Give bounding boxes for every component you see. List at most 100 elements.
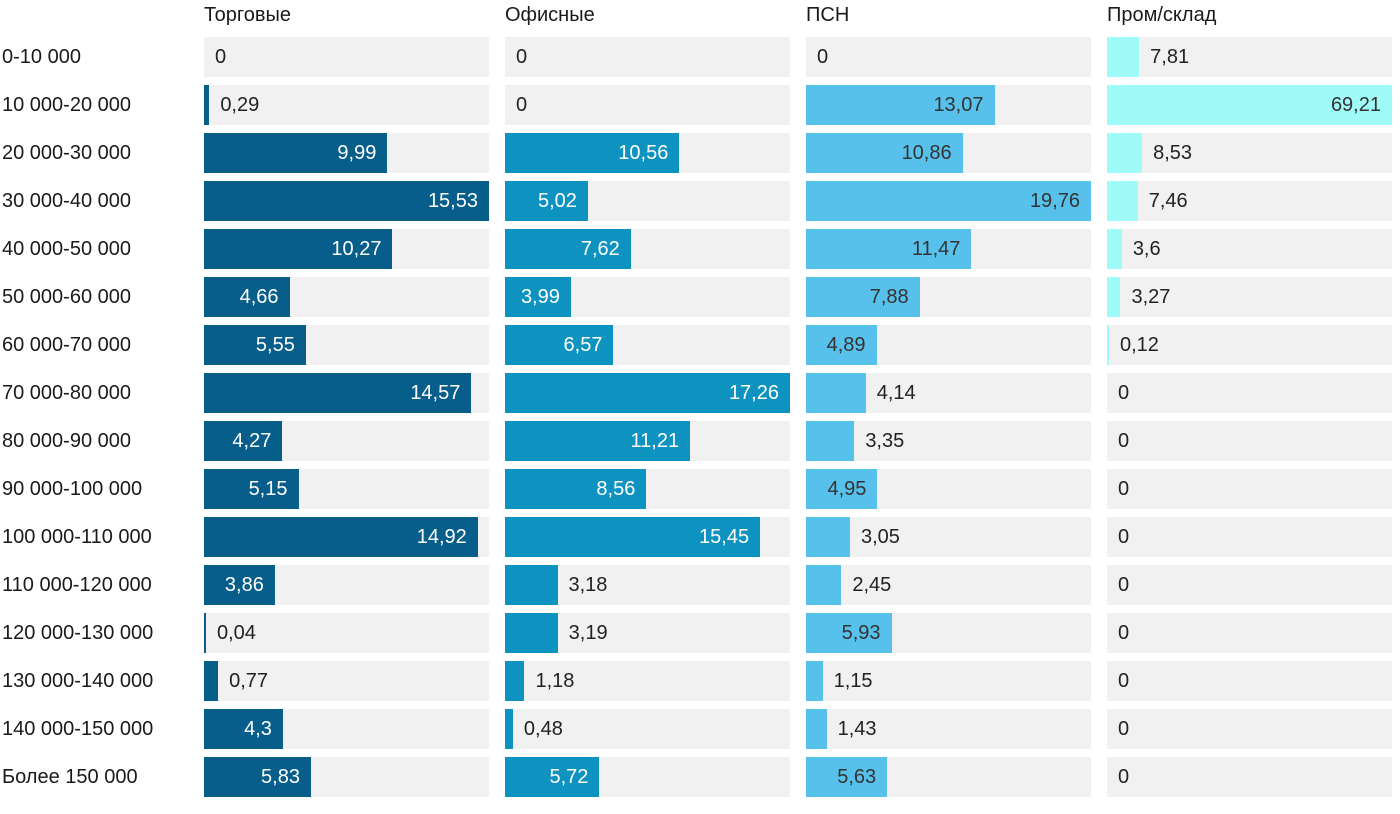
bar-value-label: 0 <box>1118 718 1130 740</box>
bar-track: 1,43 <box>806 709 1091 749</box>
bar-value-label: 0 <box>516 46 528 68</box>
bar-value-label: 6,57 <box>563 334 603 356</box>
bar-value-label: 5,83 <box>261 766 300 788</box>
bar-track: 9,99 <box>204 133 489 173</box>
bar-value-label: 3,86 <box>224 574 264 596</box>
bar-track: 17,26 <box>505 373 790 413</box>
bar-track: 8,53 <box>1107 133 1392 173</box>
chart-header-row: Торговые Офисные ПСН Пром/склад <box>2 3 1392 28</box>
row-label: 140 000-150 000 <box>2 717 154 740</box>
bar-track: 10,27 <box>204 229 489 269</box>
bar-track: 5,93 <box>806 613 1091 653</box>
bar: 11,47 <box>806 229 972 269</box>
bar-value-label: 4,3 <box>244 718 272 740</box>
bar-value-label: 0 <box>215 46 227 68</box>
row-label: 40 000-50 000 <box>2 237 132 260</box>
row-label: 90 000-100 000 <box>2 477 143 500</box>
bar-value-label: 13,07 <box>933 94 984 116</box>
bar-track: 0 <box>806 37 1091 77</box>
bar: 15,53 <box>204 181 489 221</box>
bar-track: 0 <box>1107 757 1392 797</box>
bar-value-label: 11,21 <box>630 430 680 452</box>
row-label: 0-10 000 <box>2 45 81 68</box>
bar-track: 5,55 <box>204 325 489 365</box>
bar: 4,3 <box>204 709 283 749</box>
bar: 15,45 <box>505 517 761 557</box>
bar <box>1107 37 1140 77</box>
bar <box>1107 133 1143 173</box>
bar-track: 0,29 <box>204 85 489 125</box>
bar-value-label: 2,45 <box>852 574 892 596</box>
bar: 10,27 <box>204 229 393 269</box>
row-label: 20 000-30 000 <box>2 141 132 164</box>
bar <box>1107 277 1121 317</box>
bar-track: 14,57 <box>204 373 489 413</box>
bar: 13,07 <box>806 85 995 125</box>
bar-track: 0,04 <box>204 613 489 653</box>
bar-track: 5,83 <box>204 757 489 797</box>
bar-track: 1,15 <box>806 661 1091 701</box>
bar-track: 0,12 <box>1107 325 1392 365</box>
bar <box>1107 325 1109 365</box>
bar: 8,56 <box>505 469 647 509</box>
bar-value-label: 3,6 <box>1132 238 1161 260</box>
bar-value-label: 1,18 <box>535 670 575 692</box>
bar-track: 14,92 <box>204 517 489 557</box>
row-label: 110 000-120 000 <box>2 573 152 596</box>
bar-track: 6,57 <box>505 325 790 365</box>
bar-value-label: 0 <box>1118 574 1130 596</box>
row-label-column-header <box>2 3 188 28</box>
bar: 69,21 <box>1107 85 1392 125</box>
bar-track: 2,45 <box>806 565 1091 605</box>
bar-value-label: 3,18 <box>568 574 608 596</box>
bar-track: 3,99 <box>505 277 790 317</box>
bar-track: 3,27 <box>1107 277 1392 317</box>
row-label: 70 000-80 000 <box>2 381 132 404</box>
bar <box>505 661 525 701</box>
row-label: 60 000-70 000 <box>2 333 132 356</box>
bar-value-label: 4,95 <box>827 478 867 500</box>
bar <box>1107 181 1138 221</box>
bar-value-label: 0,29 <box>220 94 260 116</box>
bar-track: 0 <box>505 85 790 125</box>
bar-track: 5,63 <box>806 757 1091 797</box>
bar-track: 0 <box>204 37 489 77</box>
bar-value-label: 14,92 <box>416 526 467 548</box>
bar: 9,99 <box>204 133 388 173</box>
bar-value-label: 5,02 <box>537 190 577 212</box>
bar-value-label: 0 <box>1118 526 1130 548</box>
bar-value-label: 0 <box>1118 430 1130 452</box>
bar-track: 3,6 <box>1107 229 1392 269</box>
bar-track: 0,77 <box>204 661 489 701</box>
bar-value-label: 69,21 <box>1330 94 1381 116</box>
bar <box>505 709 513 749</box>
bar-value-label: 7,81 <box>1150 46 1190 68</box>
bar-track: 7,46 <box>1107 181 1392 221</box>
bar-value-label: 5,93 <box>841 622 881 644</box>
bar: 7,88 <box>806 277 920 317</box>
bar: 4,66 <box>204 277 290 317</box>
bar-value-label: 0 <box>1118 622 1130 644</box>
bar-value-label: 7,88 <box>869 286 909 308</box>
bar-value-label: 4,66 <box>239 286 279 308</box>
bar-value-label: 7,46 <box>1148 190 1188 212</box>
bar-value-label: 17,26 <box>728 382 779 404</box>
row-label: 120 000-130 000 <box>2 621 154 644</box>
bar-track: 19,76 <box>806 181 1091 221</box>
bar-track: 15,53 <box>204 181 489 221</box>
bar: 3,99 <box>505 277 571 317</box>
bar <box>204 613 206 653</box>
chart-rows: 0-10 000 0 0 0 7,81 10 000-20 000 0,29 0 13,07 69… <box>2 37 1392 797</box>
bar-value-label: 15,45 <box>699 526 750 548</box>
bar-track: 5,15 <box>204 469 489 509</box>
bar-value-label: 0 <box>1118 382 1130 404</box>
row-label: Более 150 000 <box>2 765 138 788</box>
bar: 4,95 <box>806 469 878 509</box>
bar-value-label: 4,14 <box>876 382 916 404</box>
bar-track: 11,47 <box>806 229 1091 269</box>
bar: 5,63 <box>806 757 888 797</box>
bar <box>806 421 855 461</box>
bar-track: 7,88 <box>806 277 1091 317</box>
bar: 5,83 <box>204 757 311 797</box>
bar-value-label: 0,77 <box>229 670 269 692</box>
